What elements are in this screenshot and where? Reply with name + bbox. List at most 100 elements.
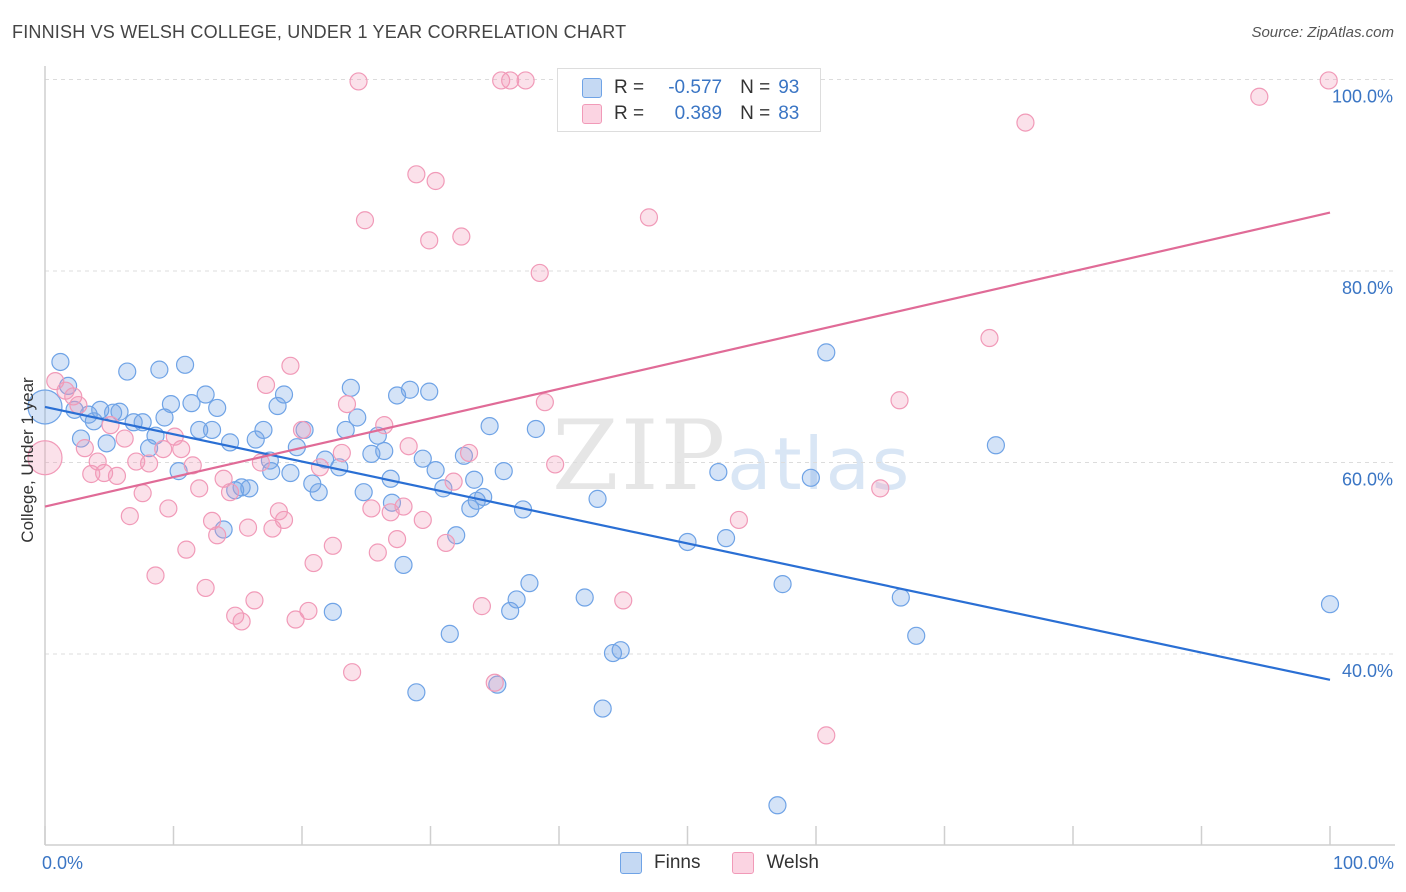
series-legend: Finns Welsh <box>620 852 851 874</box>
welsh-r-value: 0.389 <box>674 103 723 124</box>
welsh-point <box>535 393 554 412</box>
finns-point <box>175 355 195 374</box>
welsh-n-label: N = <box>740 103 771 124</box>
welsh-point <box>980 328 999 348</box>
finns-point <box>420 382 439 401</box>
welsh-point <box>196 578 215 598</box>
welsh-point <box>292 420 312 440</box>
finns-point <box>593 699 612 718</box>
finns-point <box>520 574 539 593</box>
welsh-point <box>69 395 88 415</box>
welsh-point <box>64 387 83 406</box>
welsh-legend-label: Welsh <box>766 852 819 873</box>
finns-point <box>254 420 273 440</box>
finns-n-label: N = <box>740 77 771 98</box>
welsh-point <box>343 663 362 682</box>
welsh-trend-line <box>44 211 1331 508</box>
finns-point <box>309 483 328 502</box>
finns-point <box>51 352 70 372</box>
finns-point <box>817 343 836 362</box>
welsh-point <box>485 673 504 692</box>
welsh-point <box>323 536 342 555</box>
finns-point <box>375 441 394 461</box>
welsh-point <box>1016 113 1035 132</box>
welsh-point <box>407 165 426 184</box>
welsh-point <box>817 726 836 745</box>
y-tick-label: 40.0% <box>1342 661 1393 681</box>
welsh-point <box>337 394 357 414</box>
finns-point <box>801 468 820 487</box>
welsh-legend-swatch <box>732 852 755 874</box>
welsh-swatch <box>582 104 602 124</box>
welsh-point <box>729 510 749 530</box>
welsh-point <box>120 507 139 526</box>
welsh-point <box>452 227 471 246</box>
legend-item-finns: Finns <box>620 852 700 874</box>
finns-point <box>773 575 792 594</box>
finns-point <box>281 463 300 483</box>
finns-point <box>246 430 265 449</box>
welsh-point <box>420 231 439 250</box>
welsh-point <box>115 429 134 448</box>
finns-legend-label: Finns <box>654 852 701 873</box>
finns-point <box>190 420 209 440</box>
welsh-point <box>368 543 387 562</box>
welsh-point <box>238 518 258 537</box>
welsh-point <box>436 533 456 553</box>
y-tick-label: 80.0% <box>1342 278 1393 298</box>
welsh-point <box>459 443 479 463</box>
finns-point <box>611 641 630 660</box>
finns-point <box>196 385 215 404</box>
finns-point <box>348 408 367 427</box>
finns-point <box>575 588 594 607</box>
finns-point <box>447 526 466 545</box>
finns-r-value: -0.577 <box>668 77 723 98</box>
welsh-point <box>286 610 305 629</box>
finns-point <box>480 417 499 436</box>
finns-point <box>494 462 513 481</box>
chart-title: FINNISH VS WELSH COLLEGE, UNDER 1 YEAR C… <box>12 22 627 42</box>
finns-point <box>354 483 373 502</box>
finns-point <box>394 555 413 575</box>
finns-point <box>232 478 251 497</box>
finns-point <box>400 380 420 399</box>
finns-point <box>488 675 507 694</box>
welsh-point <box>107 466 127 486</box>
welsh-point <box>1319 71 1338 90</box>
finns-r-label: R = <box>614 77 645 98</box>
finns-trend-line <box>44 405 1331 681</box>
welsh-point <box>332 443 351 463</box>
finns-point <box>454 446 474 465</box>
welsh-point <box>208 526 227 545</box>
welsh-point <box>269 502 288 521</box>
finns-n-value: 93 <box>778 77 800 98</box>
welsh-point <box>501 71 520 90</box>
welsh-point <box>220 483 240 502</box>
y-tick-label: 60.0% <box>1342 470 1393 490</box>
finns-point <box>588 489 607 508</box>
finns-point <box>208 398 227 418</box>
finns-point <box>240 479 259 498</box>
finns-point <box>202 420 222 440</box>
welsh-point <box>177 540 196 559</box>
welsh-point <box>355 211 375 230</box>
welsh-point <box>349 72 368 91</box>
finns-point <box>907 626 926 645</box>
finns-point <box>341 378 360 397</box>
x-tick-label: 100.0% <box>1333 853 1394 873</box>
welsh-point <box>232 612 251 631</box>
finns-point <box>118 362 137 381</box>
finns-point <box>382 493 402 512</box>
finns-point <box>150 360 169 379</box>
finns-point <box>465 470 484 489</box>
finns-point <box>426 461 445 480</box>
welsh-point <box>472 597 491 616</box>
welsh-n-value: 83 <box>778 103 800 124</box>
finns-point <box>709 462 728 482</box>
welsh-point <box>546 455 565 474</box>
finns-point <box>161 394 181 414</box>
finns-point <box>268 396 287 416</box>
welsh-point <box>256 375 276 395</box>
finns-point <box>440 624 459 643</box>
